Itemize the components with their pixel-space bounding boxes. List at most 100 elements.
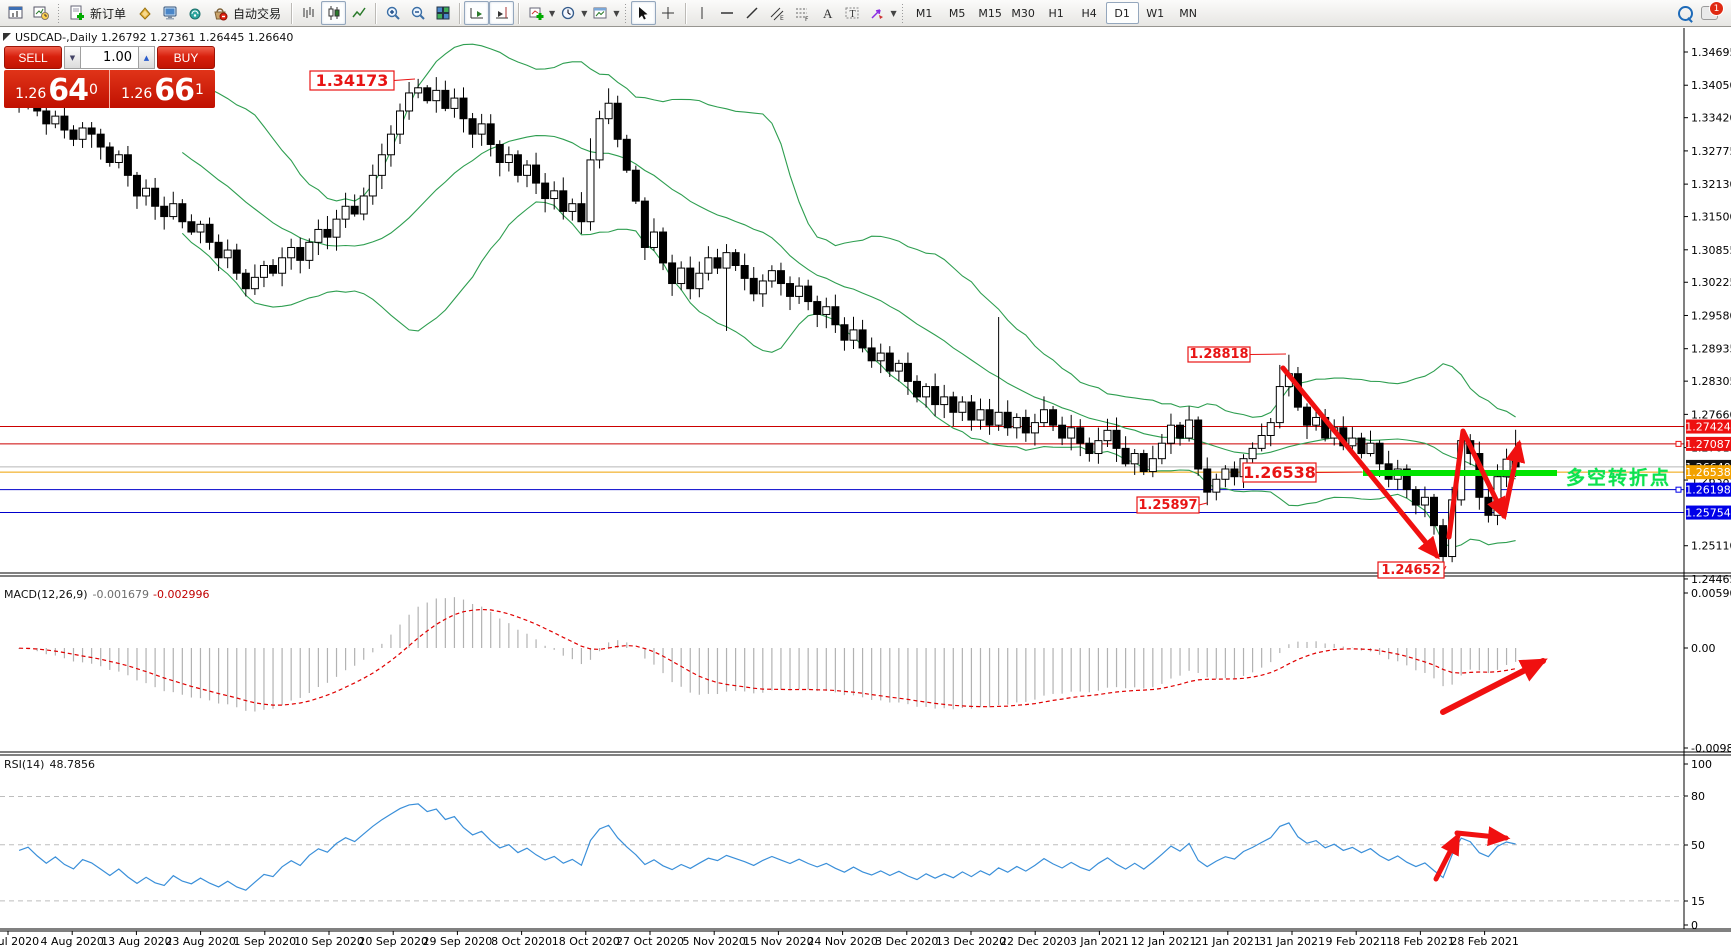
candle-body bbox=[949, 396, 958, 413]
bar-chart-type-icon[interactable] bbox=[296, 1, 321, 25]
timeframe-button-M30[interactable]: M30 bbox=[1011, 6, 1035, 20]
search-icon[interactable] bbox=[1678, 5, 1693, 21]
chart-shift-icon[interactable] bbox=[489, 1, 515, 25]
candle-body bbox=[51, 115, 60, 125]
price-label-text: 1.24652 bbox=[1381, 563, 1440, 578]
toolbar-grip bbox=[623, 3, 627, 23]
templates-dropdown-caret[interactable]: ▼ bbox=[613, 8, 620, 18]
vertical-line-tool-icon[interactable] bbox=[690, 1, 715, 25]
candle-body bbox=[659, 231, 668, 264]
chinese-annotation-text[interactable]: 多空转折点 bbox=[1566, 467, 1672, 489]
trendline-tool-icon[interactable] bbox=[740, 1, 765, 25]
candle-body bbox=[169, 203, 178, 218]
candle-body bbox=[1085, 442, 1094, 455]
candle-body bbox=[1402, 468, 1411, 491]
text-tool-icon[interactable]: A bbox=[815, 1, 840, 25]
price-tick-label: 1.34050 bbox=[1691, 79, 1731, 92]
price-tick-label: 1.28305 bbox=[1691, 375, 1731, 388]
buy-price[interactable]: 1.26 66 1 bbox=[110, 70, 215, 108]
macd-up-arrow[interactable] bbox=[1440, 658, 1548, 715]
candle-body bbox=[1411, 489, 1420, 506]
one-click-collapse-icon[interactable] bbox=[3, 33, 11, 41]
volume-increase-button[interactable]: ▲ bbox=[138, 46, 155, 69]
price-label-text: 1.25897 bbox=[1138, 498, 1197, 513]
date-tick-label: 13 Aug 2020 bbox=[101, 935, 171, 948]
periods-dropdown-caret[interactable]: ▼ bbox=[581, 8, 588, 18]
autotrading-button[interactable]: 自动交易 bbox=[233, 6, 282, 21]
crosshair-tool-icon[interactable] bbox=[656, 1, 681, 25]
volume-value[interactable]: 1.00 bbox=[81, 46, 138, 69]
text-label-tool-icon[interactable]: T bbox=[840, 1, 865, 25]
styles-bucket-icon[interactable] bbox=[132, 1, 157, 25]
price-label-box-1.26538[interactable] bbox=[1242, 462, 1317, 483]
candle-body bbox=[1439, 525, 1448, 558]
indicators-dropdown-caret[interactable]: ▼ bbox=[549, 8, 556, 18]
candle-body bbox=[722, 252, 731, 269]
signals-icon[interactable] bbox=[182, 1, 207, 25]
candle-body bbox=[69, 129, 78, 140]
zoom-out-icon[interactable] bbox=[405, 1, 430, 25]
price-label-box-1.24652[interactable] bbox=[1377, 561, 1445, 579]
terminal-icon[interactable] bbox=[157, 1, 182, 25]
candle-body bbox=[232, 249, 241, 274]
timeframe-button-H4[interactable]: H4 bbox=[1081, 6, 1097, 20]
price-tick-label: 1.24465 bbox=[1691, 573, 1731, 586]
date-tick-label: 1 Sep 2020 bbox=[233, 935, 296, 948]
timeframe-button-H1[interactable]: H1 bbox=[1048, 6, 1064, 20]
candle-body bbox=[649, 231, 658, 248]
timeframe-button-M15[interactable]: M15 bbox=[978, 6, 1002, 20]
date-tick-label: 10 Sep 2020 bbox=[294, 935, 364, 948]
candle-body bbox=[867, 347, 876, 362]
candle-body bbox=[114, 154, 123, 163]
timeframe-button-MN[interactable]: MN bbox=[1179, 6, 1198, 20]
date-tick-label: 8 Oct 2020 bbox=[491, 935, 552, 948]
price-tag-text: 1.27424 bbox=[1685, 421, 1731, 434]
chart-window-icon[interactable] bbox=[3, 1, 28, 25]
templates-icon[interactable] bbox=[587, 1, 612, 25]
horizontal-line-tool-icon[interactable] bbox=[715, 1, 740, 25]
sell-button[interactable]: SELL bbox=[4, 46, 62, 69]
indicators-icon[interactable] bbox=[523, 1, 548, 25]
candlestick-chart-type-icon[interactable] bbox=[321, 1, 347, 25]
auto-scroll-icon[interactable] bbox=[464, 1, 490, 25]
zigzag-arrow-up[interactable] bbox=[1501, 439, 1526, 519]
trend-down-arrow[interactable] bbox=[1280, 365, 1440, 560]
timeframe-button-W1[interactable]: W1 bbox=[1146, 6, 1165, 20]
macd-value-main: -0.001679 bbox=[92, 588, 150, 601]
zoom-in-icon[interactable] bbox=[380, 1, 405, 25]
price-label-text: 1.34173 bbox=[316, 71, 389, 90]
sell-price[interactable]: 1.26 64 0 bbox=[4, 70, 110, 108]
candle-body bbox=[967, 401, 976, 421]
arrows-shapes-tool-icon[interactable] bbox=[865, 1, 890, 25]
buy-price-sup: 1 bbox=[195, 82, 204, 98]
timeframe-button-M5[interactable]: M5 bbox=[948, 6, 966, 20]
date-tick-label: 3 Jan 2021 bbox=[1070, 935, 1129, 948]
equidistant-channel-tool-icon[interactable]: E bbox=[765, 1, 790, 25]
notifications-icon[interactable]: 1 bbox=[1701, 1, 1724, 20]
price-label-box-1.25897[interactable] bbox=[1136, 496, 1200, 514]
tile-windows-icon[interactable] bbox=[430, 1, 455, 25]
line-chart-type-icon[interactable] bbox=[346, 1, 371, 25]
periods-clock-icon[interactable] bbox=[555, 1, 580, 25]
new-order-button[interactable]: 新订单 bbox=[90, 6, 127, 21]
fibonacci-tool-icon[interactable]: F bbox=[790, 1, 815, 25]
autotrading-icon[interactable] bbox=[207, 1, 232, 25]
buy-button[interactable]: BUY bbox=[157, 46, 215, 69]
candle-body bbox=[795, 285, 804, 297]
zigzag-arrow-down[interactable] bbox=[1446, 428, 1507, 540]
rsi-axis-label: 50 bbox=[1691, 839, 1705, 852]
sell-price-sup: 0 bbox=[89, 82, 98, 98]
date-tick-label: 23 Aug 2020 bbox=[165, 935, 235, 948]
cursor-tool-icon[interactable] bbox=[630, 1, 656, 25]
rsi-flat-arrow[interactable] bbox=[1454, 826, 1511, 847]
profile-chart-icon[interactable] bbox=[28, 1, 53, 25]
timeframe-button-D1[interactable]: D1 bbox=[1105, 2, 1139, 24]
shapes-dropdown-caret[interactable]: ▼ bbox=[890, 8, 897, 18]
new-order-icon[interactable] bbox=[64, 1, 89, 25]
rsi-up-arrow[interactable] bbox=[1433, 831, 1461, 882]
timeframe-button-M1[interactable]: M1 bbox=[915, 6, 933, 20]
price-label-box-1.34173[interactable] bbox=[309, 70, 395, 91]
volume-decrease-button[interactable]: ▼ bbox=[64, 46, 81, 69]
price-label-box-1.28818[interactable] bbox=[1187, 346, 1251, 363]
